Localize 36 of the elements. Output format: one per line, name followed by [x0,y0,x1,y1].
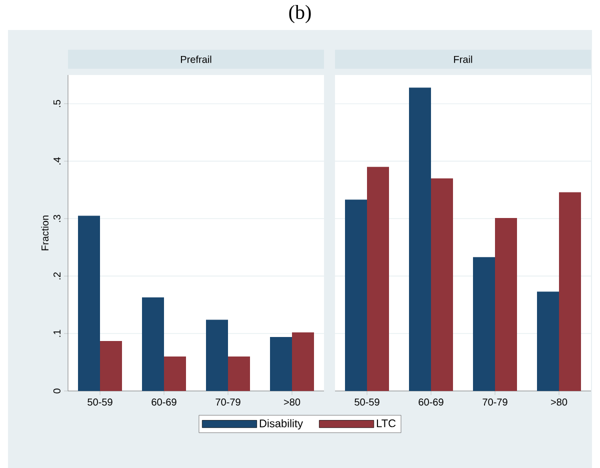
y-tick-label: .2 [53,272,60,280]
legend-label: Disability [260,419,303,430]
x-tick-label: 50-59 [354,398,380,406]
bar [473,257,495,391]
x-tick-label: 60-69 [418,398,444,406]
x-tick-label: 50-59 [88,398,112,406]
text: (b) [289,4,311,24]
x-tick-label: 60-69 [152,398,176,406]
x-tick-label: >80 [284,398,300,406]
y-tick-label: .3 [53,214,60,222]
bar [292,332,314,391]
x-tick-label: 70-79 [482,398,508,406]
bar [270,336,292,391]
bar [100,341,122,391]
bar [431,178,453,391]
y-tick-label: .5 [53,100,60,107]
y-tick-label: .4 [54,157,60,164]
y-tick-label: .1 [54,330,60,337]
bar [367,166,389,391]
bar [78,216,100,391]
bar [537,292,559,391]
bar [345,200,367,391]
chart-title: Prefrail [180,56,212,63]
bar [228,356,250,391]
bar [495,218,517,391]
bar [206,320,228,391]
bar [164,356,186,391]
bar [409,88,431,391]
bar [142,297,164,391]
bar [559,192,581,391]
legend-label: LTC [376,419,396,428]
x-tick-label: 70-79 [216,398,240,406]
x-tick-label: >80 [551,398,568,406]
chart-title: Frail [454,56,472,63]
y-axis-title: Fraction [41,216,49,250]
y-tick-label: 0 [53,388,60,394]
